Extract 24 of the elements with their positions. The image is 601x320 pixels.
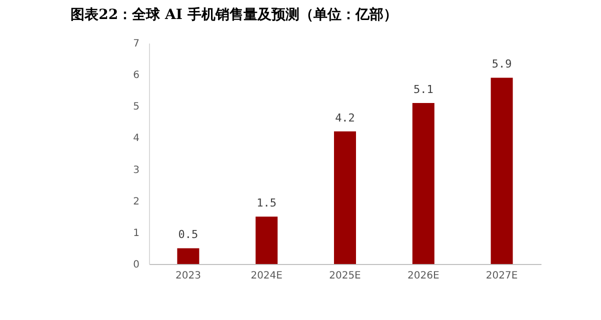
y-tick-label: 4 (133, 133, 140, 144)
y-tick-label: 1 (133, 228, 140, 239)
bar (412, 102, 434, 264)
y-tick-label: 7 (133, 38, 140, 50)
x-tick-label: 2027E (486, 270, 518, 282)
x-tick-label: 2023 (175, 270, 201, 282)
data-label: 5.9 (492, 58, 512, 71)
x-tick-label: 2026E (408, 270, 440, 282)
data-label: 0.5 (178, 228, 198, 242)
y-tick-label: 3 (133, 164, 140, 176)
bar (177, 248, 200, 264)
data-label: 4.2 (335, 111, 355, 124)
chart-title: 图表22：全球 AI 手机销售量及预测（单位：亿部） (70, 6, 398, 23)
y-tick-label: 0 (133, 260, 140, 270)
bar (256, 216, 278, 264)
bar (334, 131, 356, 264)
y-tick-label: 6 (133, 70, 140, 82)
y-tick-label: 2 (133, 196, 140, 208)
x-tick-label: 2025E (329, 270, 361, 282)
data-label: 5.1 (413, 82, 434, 96)
bar (490, 78, 513, 264)
data-label: 1.5 (256, 196, 277, 210)
x-tick-label: 2024E (250, 270, 282, 282)
y-tick-label: 5 (133, 102, 140, 113)
